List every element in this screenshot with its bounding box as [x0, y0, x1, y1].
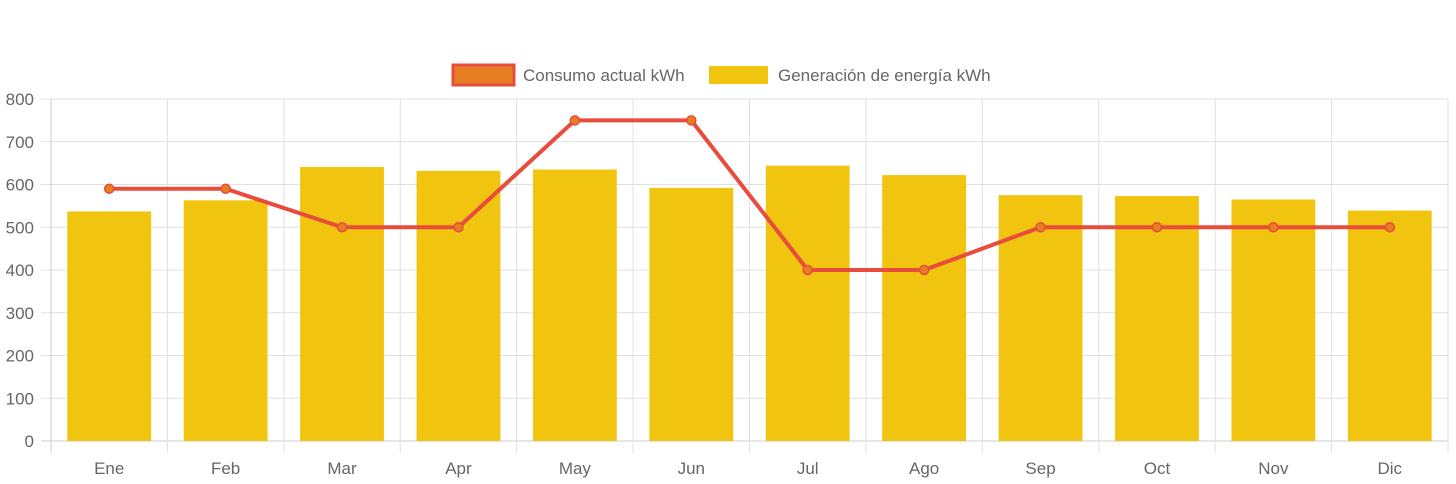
y-tick-label: 800	[6, 90, 34, 109]
y-tick-label: 300	[6, 304, 34, 323]
x-tick-label: Sep	[1025, 459, 1055, 478]
consumo-point-oct[interactable]	[1151, 222, 1163, 233]
x-tick-label: Mar	[327, 459, 357, 478]
x-tick-label: Ago	[909, 459, 939, 478]
x-tick-label: Apr	[445, 459, 472, 478]
x-tick-label: Jun	[678, 459, 705, 478]
legend-item-generacion[interactable]: Generación de energía kWh	[709, 66, 991, 85]
consumo-point-sep[interactable]	[1035, 222, 1046, 233]
bar-may[interactable]	[532, 169, 617, 441]
x-tick-label: Dic	[1378, 459, 1403, 478]
line-series-consumo	[103, 115, 1396, 276]
bar-series-generacion	[67, 165, 1432, 441]
x-tick-label: Feb	[211, 459, 240, 478]
consumo-point-mar[interactable]	[336, 222, 348, 233]
y-tick-label: 500	[6, 218, 34, 237]
consumo-line	[109, 118, 1390, 272]
x-tick-label: May	[559, 459, 592, 478]
consumo-point-ago[interactable]	[918, 264, 930, 276]
legend-item-consumo[interactable]: Consumo actual kWh	[451, 63, 685, 87]
bar-dic[interactable]	[1347, 210, 1432, 441]
bar-jun[interactable]	[649, 187, 734, 441]
consumo-point-feb[interactable]	[220, 183, 231, 195]
consumo-point-jun[interactable]	[686, 115, 697, 126]
bar-jul[interactable]	[765, 165, 850, 441]
legend: Consumo actual kWh Generación de energía…	[451, 63, 991, 87]
y-tick-label: 700	[6, 133, 34, 152]
consumo-point-may[interactable]	[569, 115, 581, 126]
consumo-point-jul[interactable]	[802, 264, 813, 276]
y-tick-label: 400	[6, 261, 34, 280]
bar-nov[interactable]	[1231, 199, 1316, 441]
y-tick-label: 200	[6, 347, 34, 366]
x-tick-label: Jul	[797, 459, 819, 478]
legend-swatch-consumo	[451, 63, 516, 87]
x-tick-label: Ene	[94, 459, 124, 478]
consumo-point-apr[interactable]	[453, 222, 464, 233]
bar-feb[interactable]	[183, 200, 268, 441]
x-tick-label: Oct	[1144, 459, 1171, 478]
axes: 0 100 200 300 400 500 600 700 800 Ene Feb Mar Apr May…	[6, 90, 1403, 478]
legend-label-consumo: Consumo actual kWh	[523, 66, 685, 85]
y-tick-label: 0	[25, 432, 34, 451]
bar-apr[interactable]	[416, 170, 501, 441]
consumo-point-ene[interactable]	[103, 183, 115, 195]
legend-swatch-generacion	[709, 66, 768, 84]
legend-label-generacion: Generación de energía kWh	[778, 66, 991, 85]
grid-lines	[41, 98, 1449, 453]
y-tick-label: 100	[6, 389, 34, 408]
consumo-point-dic[interactable]	[1384, 222, 1396, 233]
y-tick-label: 600	[6, 176, 34, 195]
bar-mar[interactable]	[300, 166, 384, 441]
bar-ago[interactable]	[882, 175, 967, 441]
bar-ene[interactable]	[67, 211, 152, 441]
consumo-point-nov[interactable]	[1268, 222, 1279, 233]
x-tick-label: Nov	[1258, 459, 1289, 478]
bar-oct[interactable]	[1115, 196, 1199, 441]
